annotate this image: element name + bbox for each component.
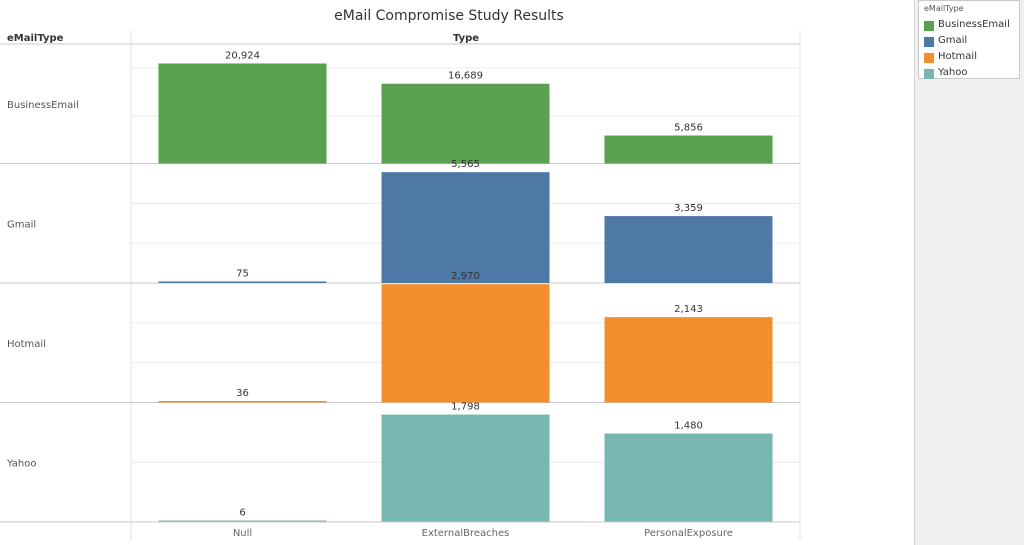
legend-swatch xyxy=(924,53,934,63)
data-label: 75 xyxy=(236,269,249,280)
bar-hotmail-externalbreaches[interactable] xyxy=(381,284,550,403)
legend-label: Yahoo xyxy=(938,67,968,78)
data-label: 36 xyxy=(236,388,249,399)
row-label-businessemail[interactable]: BusinessEmail xyxy=(7,100,79,111)
data-label: 6 xyxy=(239,508,245,519)
legend-item-hotmail[interactable]: Hotmail xyxy=(924,51,1019,64)
row-header[interactable]: eMailType xyxy=(7,33,64,44)
legend-label: BusinessEmail xyxy=(938,19,1010,30)
legend-label: Gmail xyxy=(938,35,968,46)
bar-gmail-null[interactable] xyxy=(158,281,327,284)
chart-title: eMail Compromise Study Results xyxy=(334,8,564,24)
right-pane xyxy=(914,0,1024,545)
legend[interactable]: eMailType BusinessEmail Gmail Hotmail Yahoo xyxy=(918,0,1020,79)
row-label-hotmail[interactable]: Hotmail xyxy=(7,339,46,350)
data-label: 1,480 xyxy=(674,421,703,432)
data-label: 5,565 xyxy=(451,159,480,170)
x-tick-label-personalexposure[interactable]: PersonalExposure xyxy=(644,528,733,539)
bar-hotmail-null[interactable] xyxy=(158,401,327,403)
bar-businessemail-personalexposure[interactable] xyxy=(604,135,773,164)
row-label-yahoo[interactable]: Yahoo xyxy=(6,458,36,469)
legend-label: Hotmail xyxy=(938,51,977,62)
legend-swatch xyxy=(924,21,934,31)
data-label: 3,359 xyxy=(674,203,703,214)
bar-yahoo-personalexposure[interactable] xyxy=(604,433,773,522)
legend-item-yahoo[interactable]: Yahoo xyxy=(924,67,1019,80)
data-label: 20,924 xyxy=(225,50,260,61)
data-label: 2,143 xyxy=(674,304,703,315)
data-label: 5,856 xyxy=(674,123,703,134)
legend-swatch xyxy=(924,69,934,79)
bar-yahoo-externalbreaches[interactable] xyxy=(381,414,550,522)
chart: eMail Compromise Study Results eMailType… xyxy=(0,8,801,540)
column-header[interactable]: Type xyxy=(453,33,479,44)
legend-item-businessemail[interactable]: BusinessEmail xyxy=(924,19,1019,32)
data-label: 16,689 xyxy=(448,71,483,82)
legend-swatch xyxy=(924,37,934,47)
bar-gmail-personalexposure[interactable] xyxy=(604,216,773,283)
data-label: 1,798 xyxy=(451,402,480,413)
bar-yahoo-null[interactable] xyxy=(158,520,327,523)
row-label-gmail[interactable]: Gmail xyxy=(7,219,36,230)
bar-gmail-externalbreaches[interactable] xyxy=(381,172,550,283)
legend-title: eMailType xyxy=(924,4,964,13)
x-tick-label-null[interactable]: Null xyxy=(233,528,252,539)
x-tick-label-externalbreaches[interactable]: ExternalBreaches xyxy=(422,528,510,539)
bar-businessemail-null[interactable] xyxy=(158,63,327,164)
bar-businessemail-externalbreaches[interactable] xyxy=(381,83,550,164)
data-label: 2,970 xyxy=(451,271,480,282)
legend-item-gmail[interactable]: Gmail xyxy=(924,35,1019,48)
bar-hotmail-personalexposure[interactable] xyxy=(604,317,773,403)
